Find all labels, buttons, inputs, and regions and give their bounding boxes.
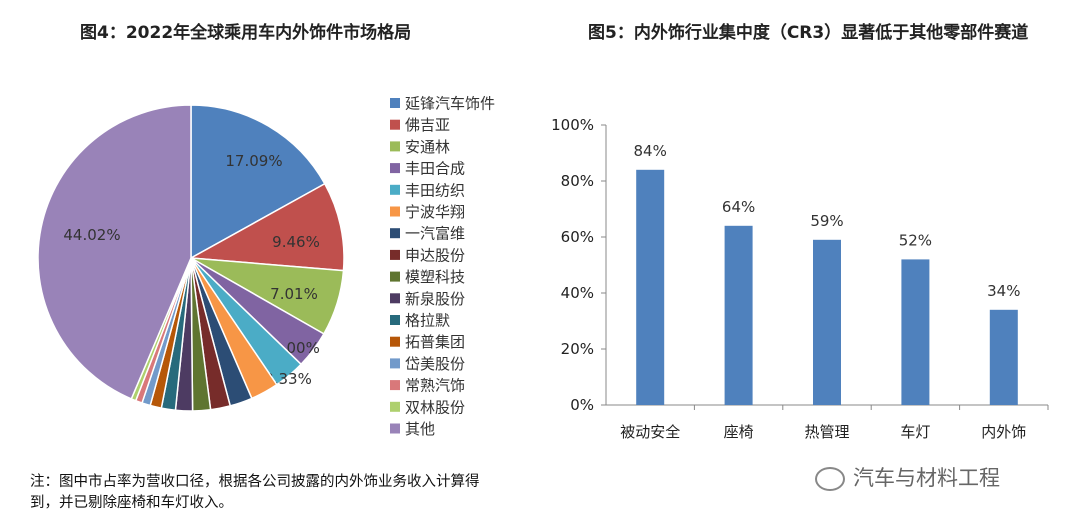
bar-value-label: 84%	[634, 142, 667, 160]
y-tick-label: 60%	[561, 228, 594, 246]
y-tick-label: 40%	[561, 284, 594, 302]
pie-slice-label: 44.02%	[63, 226, 120, 244]
legend-entry: 新泉股份	[405, 290, 465, 308]
y-tick-label: 80%	[561, 172, 594, 190]
legend-entry: 安通林	[405, 138, 450, 156]
bar	[636, 169, 665, 405]
bar	[724, 225, 753, 405]
legend-entry: 丰田纺织	[405, 181, 465, 199]
legend-entry: 佛吉亚	[405, 116, 450, 134]
legend-swatch	[390, 163, 400, 174]
bar	[901, 259, 930, 405]
legend-swatch	[390, 184, 400, 195]
legend-entry: 申达股份	[405, 246, 465, 264]
legend-swatch	[390, 206, 400, 217]
x-tick-label: 座椅	[724, 423, 754, 441]
watermark: 汽车与材料工程	[815, 462, 1000, 492]
legend-swatch	[390, 271, 400, 282]
y-tick-label: 0%	[570, 396, 594, 414]
legend-swatch	[390, 336, 400, 347]
legend-entry: 模塑科技	[405, 268, 465, 286]
bar-value-label: 34%	[987, 282, 1020, 300]
wechat-icon	[815, 467, 845, 491]
legend-swatch	[390, 315, 400, 325]
legend-entry: 宁波华翔	[405, 203, 465, 221]
pie-slice-label: 17.09%	[225, 152, 282, 170]
bar	[989, 309, 1018, 405]
bar-value-label: 64%	[722, 198, 755, 216]
legend-entry: 丰田合成	[405, 160, 465, 178]
legend-entry: 双林股份	[405, 398, 465, 416]
legend-entry: 格拉默	[405, 312, 450, 330]
legend-swatch	[390, 98, 400, 108]
bar-value-label: 52%	[899, 231, 932, 249]
legend-swatch	[390, 401, 400, 412]
footnote: 注：图中市占率为营收口径，根据各公司披露的内外饰业务收入计算得到，并已剔除座椅和…	[30, 474, 480, 511]
legend-entry: 拓普集团	[405, 333, 465, 351]
x-tick-label: 内外饰	[981, 423, 1026, 441]
bar	[813, 239, 841, 405]
pie-slice-label: 9.46%	[272, 233, 320, 251]
bar-chart-title: 图5：内外饰行业集中度（CR3）显著低于其他零部件赛道	[588, 23, 1029, 43]
pie-slice-1	[188, 182, 345, 272]
legend-entry: 一汽富维	[405, 225, 465, 243]
pie-chart-title: 图4：2022年全球乘用车内外饰件市场格局	[80, 23, 412, 43]
legend-swatch	[390, 358, 400, 369]
watermark-text: 汽车与材料工程	[853, 466, 1000, 490]
legend-swatch	[390, 141, 400, 152]
x-tick-label: 车灯	[900, 423, 930, 441]
legend-entry: 常熟汽饰	[405, 377, 465, 395]
legend-entry: 延锋汽车饰件	[405, 95, 495, 113]
legend-swatch	[390, 249, 400, 260]
legend-swatch	[390, 228, 400, 239]
pie-slice-0	[190, 104, 326, 260]
legend-entry: 其他	[405, 420, 435, 438]
legend-swatch	[390, 380, 400, 391]
legend-swatch	[390, 423, 400, 434]
y-tick-label: 20%	[561, 340, 594, 358]
legend-swatch	[390, 119, 400, 130]
legend-entry: 岱美股份	[405, 355, 465, 373]
pie-slice-15	[37, 104, 192, 400]
bar-value-label: 59%	[810, 212, 843, 230]
legend-swatch	[390, 293, 400, 304]
y-tick-label: 100%	[551, 116, 594, 134]
pie-slice-label: 7.01%	[270, 285, 318, 303]
x-tick-label: 热管理	[804, 423, 849, 441]
x-tick-label: 被动安全	[620, 423, 680, 441]
